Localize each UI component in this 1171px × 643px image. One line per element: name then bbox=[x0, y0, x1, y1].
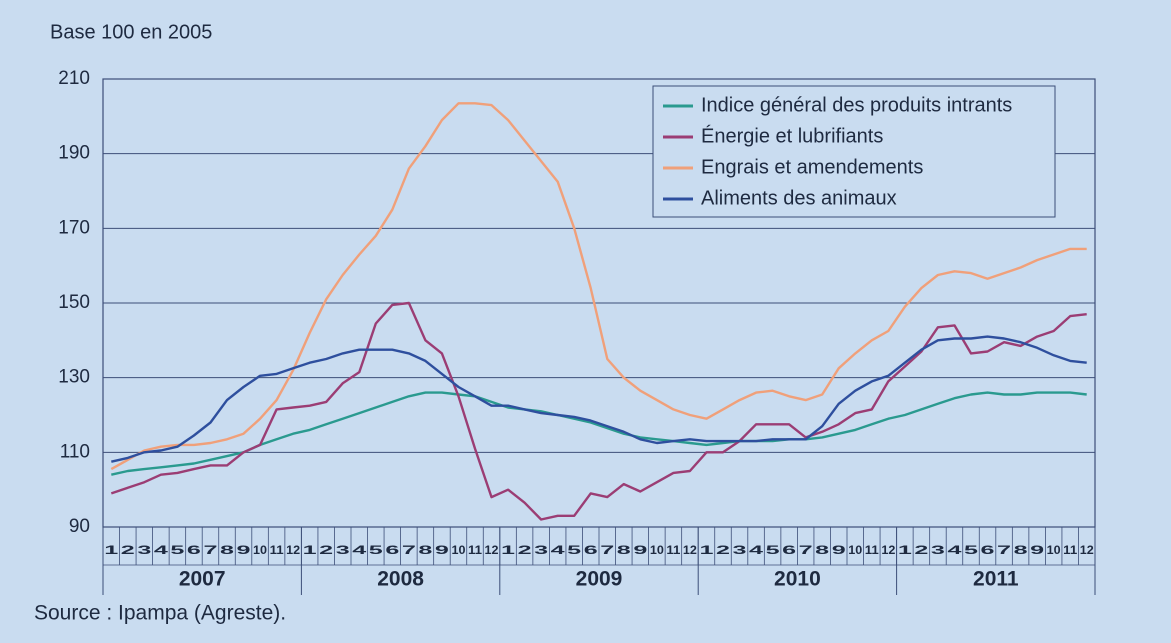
x-tick-label: 12 bbox=[1080, 543, 1094, 557]
x-tick-label: 11 bbox=[270, 543, 284, 557]
x-tick-label: 2 bbox=[518, 543, 533, 557]
x-tick-label: 11 bbox=[666, 543, 680, 557]
x-tick-label: 2 bbox=[914, 543, 929, 557]
y-tick-label: 90 bbox=[69, 516, 90, 537]
y-axis-label: Base 100 en 2005 bbox=[50, 21, 212, 43]
x-tick-label: 3 bbox=[931, 543, 946, 557]
x-tick-label: 3 bbox=[733, 543, 748, 557]
x-tick-label: 12 bbox=[485, 543, 499, 557]
series-line bbox=[111, 335, 1087, 463]
legend-box bbox=[652, 85, 1056, 218]
x-tick-label: 7 bbox=[799, 543, 814, 557]
x-tick-label: 8 bbox=[1014, 543, 1029, 557]
y-tick-label: 110 bbox=[60, 441, 90, 462]
x-tick-label: 2 bbox=[716, 543, 731, 557]
x-tick-label: 1 bbox=[898, 543, 913, 557]
x-tick-label: 8 bbox=[220, 543, 235, 557]
x-tick-label: 1 bbox=[501, 543, 516, 557]
x-tick-label: 5 bbox=[964, 543, 979, 557]
x-tick-label: 1 bbox=[104, 543, 119, 557]
x-tick-label: 7 bbox=[997, 543, 1012, 557]
x-tick-label: 5 bbox=[567, 543, 582, 557]
x-tick-label: 4 bbox=[352, 543, 367, 557]
x-tick-label: 1 bbox=[699, 543, 714, 557]
x-tick-label: 3 bbox=[534, 543, 549, 557]
x-tick-label: 8 bbox=[418, 543, 433, 557]
x-tick-label: 8 bbox=[815, 543, 830, 557]
x-tick-label: 12 bbox=[286, 543, 300, 557]
x-tick-label: 6 bbox=[782, 543, 797, 557]
x-tick-label: 10 bbox=[1047, 543, 1061, 557]
x-tick-label: 3 bbox=[137, 543, 152, 557]
x-tick-label: 5 bbox=[170, 543, 185, 557]
y-tick-label: 210 bbox=[58, 68, 90, 89]
x-tick-label: 6 bbox=[385, 543, 400, 557]
x-tick-label: 10 bbox=[253, 543, 267, 557]
x-group-label: 2010 bbox=[774, 568, 821, 591]
x-tick-label: 7 bbox=[203, 543, 218, 557]
x-tick-label: 4 bbox=[749, 543, 764, 557]
x-tick-label: 6 bbox=[584, 543, 599, 557]
x-group-label: 2007 bbox=[179, 568, 226, 591]
x-tick-label: 4 bbox=[947, 543, 962, 557]
legend-label: Énergie et lubrifiants bbox=[701, 124, 883, 147]
x-tick-label: 7 bbox=[600, 543, 615, 557]
source: Source : Ipampa (Agreste). bbox=[34, 602, 286, 625]
x-group-label: 2011 bbox=[973, 568, 1019, 591]
x-tick-label: 7 bbox=[402, 543, 417, 557]
x-tick-label: 11 bbox=[865, 543, 879, 557]
x-tick-label: 5 bbox=[369, 543, 384, 557]
x-tick-label: 6 bbox=[981, 543, 996, 557]
x-group-label: 2009 bbox=[576, 568, 623, 591]
x-tick-label: 9 bbox=[633, 543, 648, 557]
y-tick-label: 170 bbox=[58, 217, 90, 238]
y-tick-label: 150 bbox=[58, 292, 90, 313]
series-line bbox=[111, 391, 1087, 476]
x-tick-label: 2 bbox=[319, 543, 334, 557]
legend-label: Aliments des animaux bbox=[701, 187, 897, 209]
x-tick-label: 10 bbox=[848, 543, 862, 557]
x-group-label: 2008 bbox=[377, 568, 424, 591]
x-tick-label: 9 bbox=[237, 543, 252, 557]
y-tick-label: 130 bbox=[58, 367, 90, 388]
x-tick-label: 11 bbox=[1063, 543, 1077, 557]
x-tick-label: 9 bbox=[1030, 543, 1045, 557]
series-line bbox=[110, 102, 1087, 471]
x-tick-label: 1 bbox=[303, 543, 318, 557]
x-tick-label: 3 bbox=[336, 543, 351, 557]
x-tick-label: 9 bbox=[435, 543, 450, 557]
x-tick-label: 6 bbox=[187, 543, 202, 557]
x-tick-label: 9 bbox=[832, 543, 847, 557]
x-tick-label: 4 bbox=[154, 543, 169, 557]
y-tick-label: 190 bbox=[58, 143, 90, 164]
x-tick-label: 5 bbox=[766, 543, 781, 557]
x-tick-label: 11 bbox=[468, 543, 482, 557]
x-tick-label: 4 bbox=[551, 543, 566, 557]
x-tick-label: 8 bbox=[617, 543, 632, 557]
x-tick-label: 10 bbox=[650, 543, 664, 557]
x-tick-label: 12 bbox=[881, 543, 895, 557]
x-tick-label: 12 bbox=[683, 543, 697, 557]
x-tick-label: 10 bbox=[451, 543, 465, 557]
legend-label: Indice général des produits intrants bbox=[701, 94, 1012, 116]
x-tick-label: 2 bbox=[121, 543, 136, 557]
legend-label: Engrais et amendements bbox=[701, 156, 923, 178]
